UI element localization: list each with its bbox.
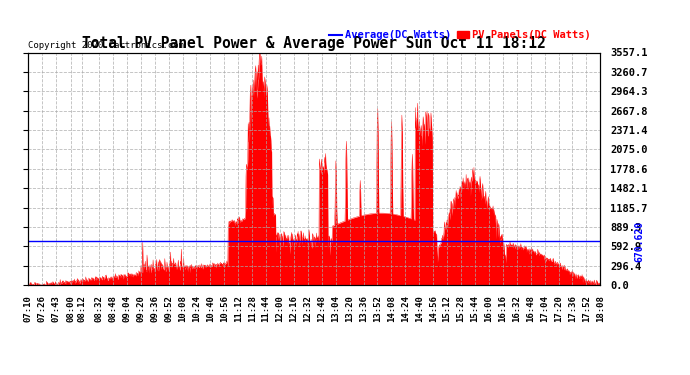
Title: Total PV Panel Power & Average Power Sun Oct 11 18:12: Total PV Panel Power & Average Power Sun… (82, 36, 546, 51)
Text: 670.620: 670.620 (634, 220, 644, 262)
Text: Copyright 2020 Cartronics.com: Copyright 2020 Cartronics.com (28, 41, 184, 50)
Legend: Average(DC Watts), PV Panels(DC Watts): Average(DC Watts), PV Panels(DC Watts) (325, 26, 595, 45)
